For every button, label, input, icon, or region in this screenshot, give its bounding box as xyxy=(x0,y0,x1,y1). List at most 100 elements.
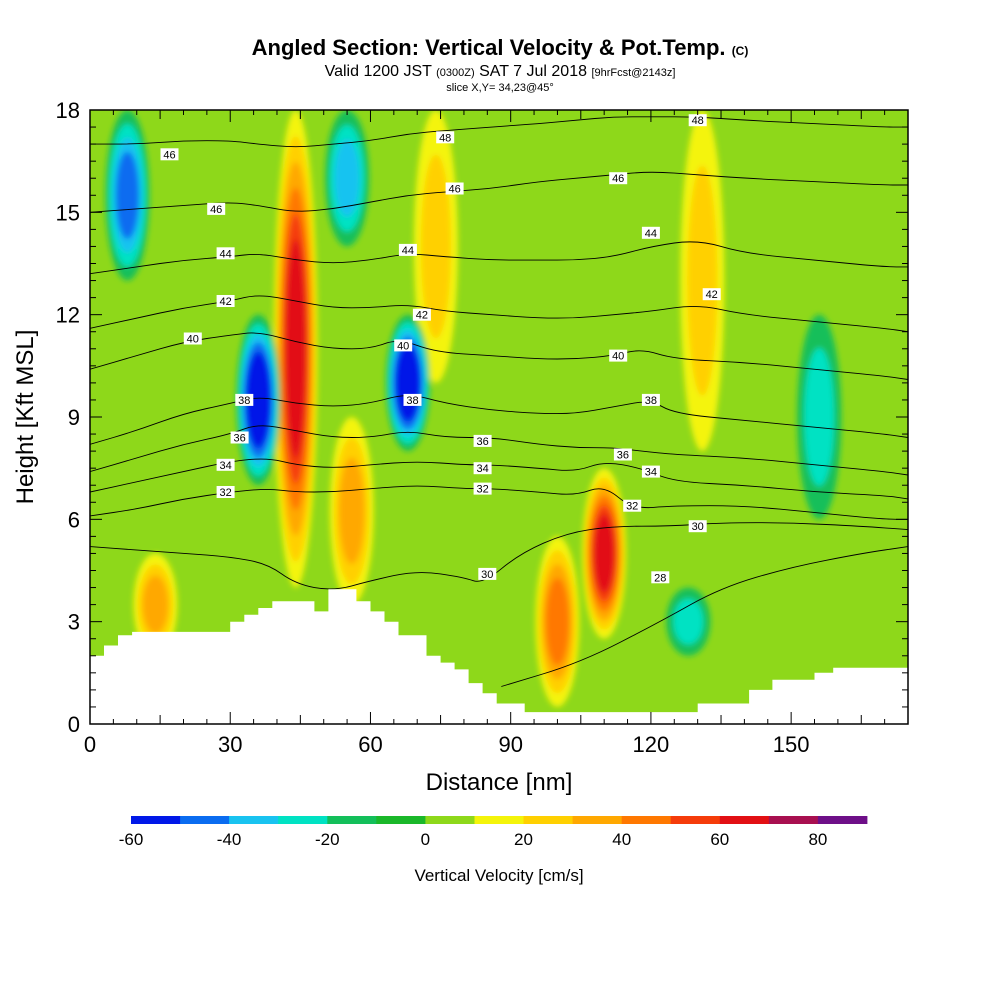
contour-label-bg xyxy=(473,482,492,495)
isotherm-44 xyxy=(90,241,908,275)
contour-label-bg xyxy=(207,202,226,215)
downdraft-cell-2-level-3 xyxy=(115,151,139,239)
contour-label-42: 42 xyxy=(702,288,721,301)
y-tick-label: 3 xyxy=(68,610,80,635)
contour-label-bg xyxy=(702,288,721,301)
contour-label-text: 32 xyxy=(626,501,638,513)
contour-label-text: 32 xyxy=(476,484,488,496)
contour-label-44: 44 xyxy=(641,226,660,240)
contour-label-bg xyxy=(613,448,632,461)
colorbar-swatch xyxy=(719,816,770,824)
y-tick-label: 6 xyxy=(68,507,80,532)
isotherm-38 xyxy=(90,395,908,445)
x-tick-label: 90 xyxy=(498,732,522,757)
isotherm-42 xyxy=(90,295,908,333)
contour-label-46: 46 xyxy=(160,148,179,161)
contour-label-38: 38 xyxy=(403,393,422,407)
updraft-cell-6-level-1 xyxy=(687,165,718,396)
contour-label-46: 46 xyxy=(609,172,628,185)
contour-label-48: 48 xyxy=(436,131,455,144)
contour-label-34: 34 xyxy=(641,465,660,479)
x-tick-label: 150 xyxy=(773,732,810,757)
colorbar-swatch xyxy=(278,816,328,824)
contour-label-bg xyxy=(445,182,464,195)
contour-label-34: 34 xyxy=(473,462,492,475)
contour-label-text: 38 xyxy=(645,395,657,407)
contour-label-text: 30 xyxy=(481,569,493,581)
contour-label-46: 46 xyxy=(445,182,464,196)
colorbar-title: Vertical Velocity [cm/s] xyxy=(414,866,583,885)
updraft-cell-3-level-1 xyxy=(420,154,451,339)
contour-label-bg xyxy=(403,393,422,406)
x-tick-label: 0 xyxy=(84,732,96,757)
contour-labels: 48 48 46 46 46 46 44 44 44 42 42 42 40 40 40 38 38 38 36 36… xyxy=(160,114,721,584)
y-axis-title: Height [Kft MSL] xyxy=(12,330,39,505)
contour-label-text: 32 xyxy=(219,487,231,499)
contour-label-text: 46 xyxy=(210,204,222,216)
valid-time: Valid 1200 JST (0300Z) SAT 7 Jul 2018 [9… xyxy=(324,63,676,80)
contour-label-32: 32 xyxy=(473,482,492,496)
contour-label-40: 40 xyxy=(609,349,628,363)
slice-info: slice X,Y= 34,23@45° xyxy=(446,82,554,94)
chart-title: Angled Section: Vertical Velocity & Pot.… xyxy=(251,35,749,60)
y-tick-label: 15 xyxy=(56,200,80,225)
y-tick-label: 12 xyxy=(56,303,80,328)
colorbar-swatch xyxy=(425,816,475,824)
contour-label-text: 48 xyxy=(439,132,451,144)
contour-label-text: 38 xyxy=(238,395,250,407)
colorbar-tick-label: 40 xyxy=(612,830,631,849)
colorbar-tick-label: 0 xyxy=(421,830,430,849)
contour-label-text: 40 xyxy=(187,334,199,346)
updraft-cell-4-level-3 xyxy=(545,577,569,666)
contour-label-30: 30 xyxy=(688,520,707,533)
contour-label-40: 40 xyxy=(394,339,413,352)
updraft-cell-0-level-2 xyxy=(142,575,169,634)
contour-label-44: 44 xyxy=(398,243,417,257)
contour-label-bg xyxy=(641,393,660,406)
contour-label-bg xyxy=(478,567,497,580)
contour-label-38: 38 xyxy=(235,393,254,407)
velocity-field xyxy=(105,110,842,707)
isotherm-34 xyxy=(90,458,908,500)
downdraft-cell-0-level-5 xyxy=(247,360,269,440)
colorbar-swatch xyxy=(131,816,181,824)
contour-label-bg xyxy=(651,571,670,584)
contour-label-text: 34 xyxy=(476,463,488,475)
downdraft-cell-4-level-1 xyxy=(804,347,835,487)
contour-label-text: 40 xyxy=(612,351,624,363)
contour-label-36: 36 xyxy=(613,448,632,462)
contour-label-text: 40 xyxy=(397,340,409,352)
contour-label-bg xyxy=(473,462,492,475)
contour-label-bg xyxy=(609,172,628,185)
y-tick-label: 18 xyxy=(56,98,80,123)
contour-label-text: 46 xyxy=(448,184,460,196)
colorbar-swatch xyxy=(229,816,279,824)
contour-label-text: 42 xyxy=(416,310,428,322)
updraft-cell-1-level-5 xyxy=(285,239,306,459)
colorbar-swatch xyxy=(768,816,819,824)
contour-label-bg xyxy=(216,247,235,260)
contour-label-40: 40 xyxy=(183,332,202,346)
contour-label-bg xyxy=(641,465,660,478)
chart-title-block: Angled Section: Vertical Velocity & Pot.… xyxy=(0,35,1000,95)
contour-label-32: 32 xyxy=(216,486,235,499)
terrain-mask xyxy=(90,589,908,724)
colorbar-swatch xyxy=(474,816,524,824)
colorbar-swatch xyxy=(817,816,868,824)
isotherm-32 xyxy=(90,485,908,520)
contour-label-44: 44 xyxy=(216,247,235,260)
contour-label-bg xyxy=(216,486,235,498)
colorbar: -60 -40 -20 0 20 40 60 80 xyxy=(119,816,868,849)
updraft-cell-2-level-2 xyxy=(339,457,365,565)
contour-label-28: 28 xyxy=(651,571,670,584)
x-tick-label: 60 xyxy=(358,732,382,757)
contour-label-text: 36 xyxy=(233,433,245,445)
contour-label-36: 36 xyxy=(230,431,249,445)
contour-label-text: 46 xyxy=(612,173,624,185)
contour-label-bg xyxy=(623,499,642,512)
contour-label-text: 36 xyxy=(476,436,488,448)
contour-label-bg xyxy=(436,131,455,144)
contour-label-36: 36 xyxy=(473,434,492,448)
velocity-background xyxy=(90,110,908,724)
x-axis-title: Distance [nm] xyxy=(426,769,573,796)
